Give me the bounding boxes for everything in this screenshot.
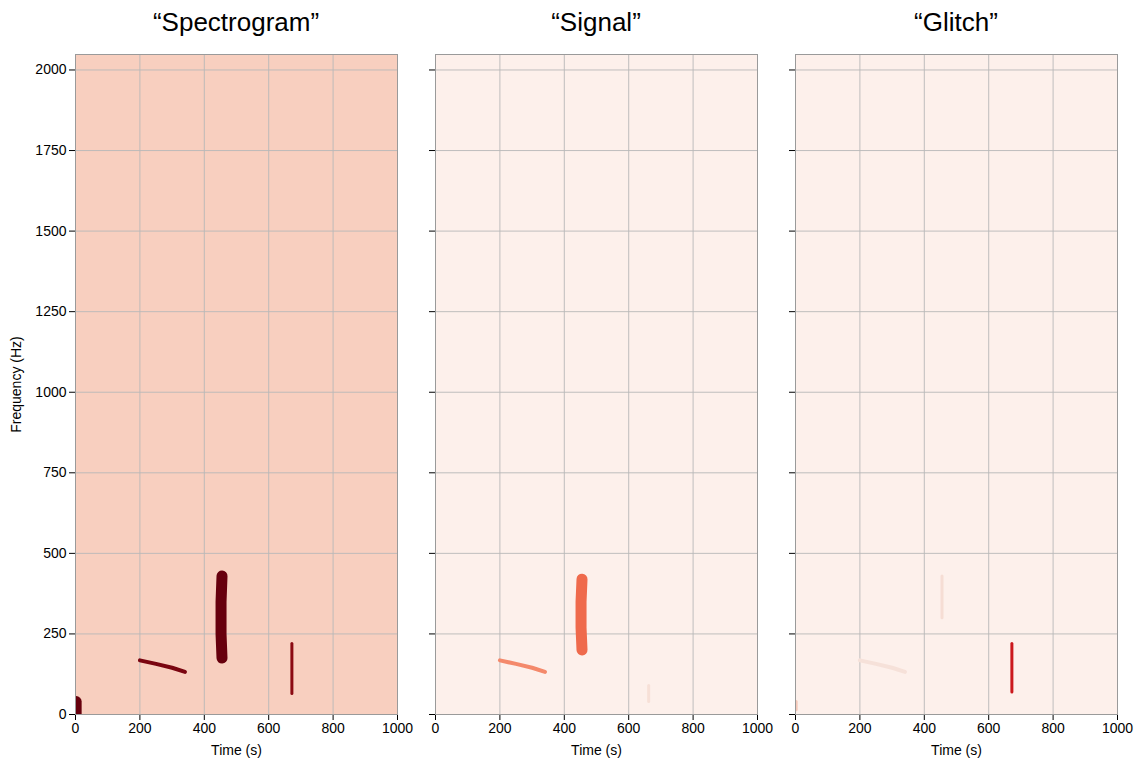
svg-text:1000: 1000 bbox=[35, 384, 66, 400]
svg-text:0: 0 bbox=[432, 720, 440, 736]
svg-text:800: 800 bbox=[681, 720, 705, 736]
svg-text:200: 200 bbox=[128, 720, 152, 736]
svg-text:1000: 1000 bbox=[1102, 720, 1133, 736]
svg-text:200: 200 bbox=[488, 720, 512, 736]
svg-text:1000: 1000 bbox=[382, 720, 413, 736]
svg-text:250: 250 bbox=[43, 625, 67, 641]
svg-text:0: 0 bbox=[59, 706, 67, 722]
html-text:“Spectrogram”: “Spectrogram” bbox=[152, 7, 320, 37]
svg-text:750: 750 bbox=[43, 464, 67, 480]
svg-text:600: 600 bbox=[977, 720, 1001, 736]
svg-text:1500: 1500 bbox=[35, 223, 66, 239]
svg-text:0: 0 bbox=[792, 720, 800, 736]
svg-text:Time (s): Time (s) bbox=[211, 742, 262, 758]
html-text:“Glitch”: “Glitch” bbox=[914, 7, 998, 37]
svg-text:2000: 2000 bbox=[35, 61, 66, 77]
svg-text:1750: 1750 bbox=[35, 142, 66, 158]
svg-text:Frequency (Hz): Frequency (Hz) bbox=[8, 336, 24, 432]
svg-text:800: 800 bbox=[1041, 720, 1065, 736]
svg-text:400: 400 bbox=[193, 720, 217, 736]
html-text:“Signal”: “Signal” bbox=[551, 7, 641, 37]
svg-text:500: 500 bbox=[43, 545, 67, 561]
svg-text:1000: 1000 bbox=[742, 720, 773, 736]
svg-text:400: 400 bbox=[553, 720, 577, 736]
svg-text:800: 800 bbox=[321, 720, 345, 736]
svg-text:0: 0 bbox=[72, 720, 80, 736]
svg-text:400: 400 bbox=[913, 720, 937, 736]
svg-text:600: 600 bbox=[257, 720, 281, 736]
svg-text:200: 200 bbox=[848, 720, 872, 736]
svg-text:Time (s): Time (s) bbox=[931, 742, 982, 758]
svg-text:1250: 1250 bbox=[35, 303, 66, 319]
svg-text:Time (s): Time (s) bbox=[571, 742, 622, 758]
svg-text:600: 600 bbox=[617, 720, 641, 736]
